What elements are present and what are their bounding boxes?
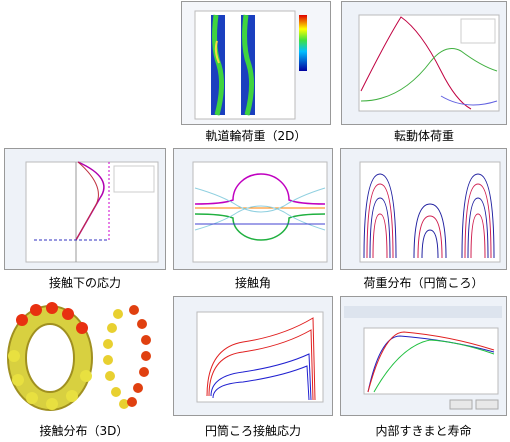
caption: 内部すきまと寿命 bbox=[375, 424, 472, 438]
caption: 接触下の応力 bbox=[48, 276, 121, 290]
caption: 荷重分布（円筒ころ） bbox=[363, 276, 484, 290]
contact-3d-image bbox=[7, 302, 151, 411]
load-2d-thumbnail bbox=[181, 1, 331, 125]
clearance-life-thumbnail bbox=[340, 296, 507, 416]
contact-angle-thumbnail bbox=[173, 148, 333, 270]
caption: 接触角 bbox=[234, 276, 271, 290]
caption: 円筒ころ接触応力 bbox=[204, 424, 301, 438]
caption: 転動体荷重 bbox=[393, 129, 454, 143]
caption: 接触分布（3D） bbox=[39, 424, 129, 438]
caption: 軌道輪荷重（2D） bbox=[205, 129, 307, 143]
rolling-load-thumbnail bbox=[341, 1, 507, 125]
roller-stress-thumbnail bbox=[173, 296, 333, 416]
subsurface-stress-thumbnail bbox=[4, 148, 166, 270]
roller-load-thumbnail bbox=[340, 148, 507, 270]
